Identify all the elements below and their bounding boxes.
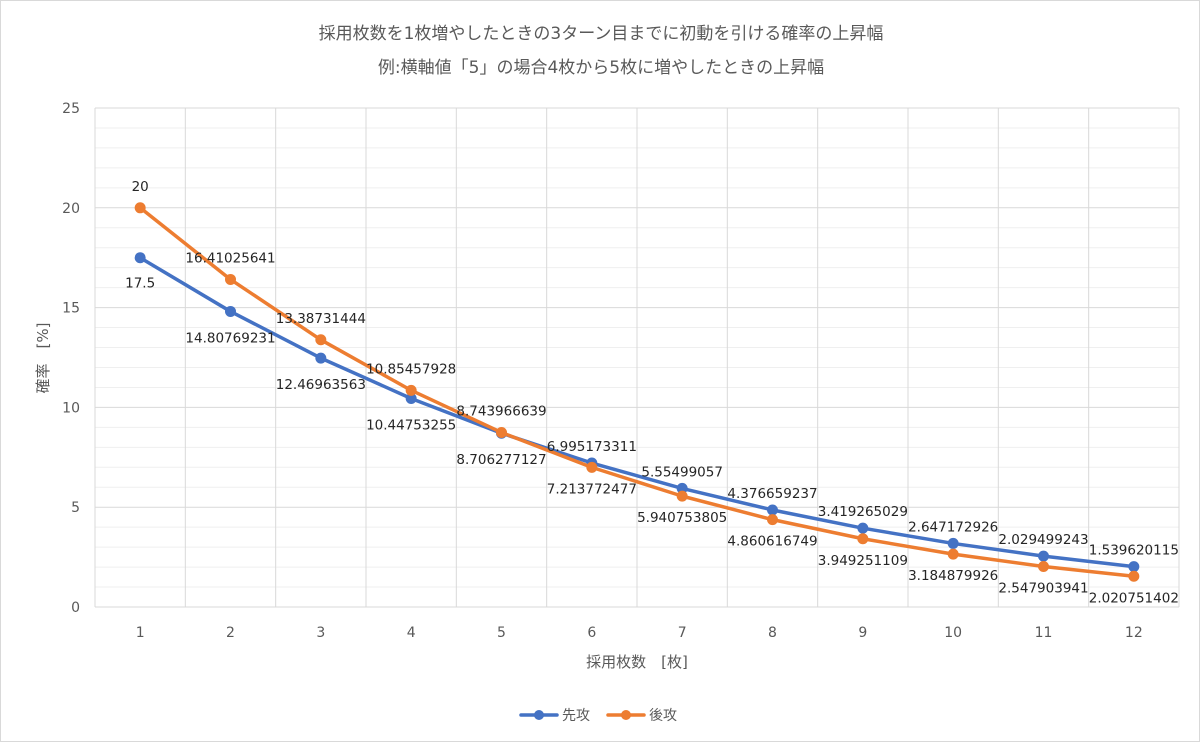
data-point (1128, 570, 1140, 582)
series-first (134, 252, 1140, 573)
data-point (315, 352, 327, 364)
y-tick-label: 15 (62, 301, 80, 317)
legend-item: 先攻 (519, 708, 590, 724)
data-label: 3.184879926 (908, 568, 998, 584)
x-tick-label: 7 (678, 625, 687, 641)
gridlines (94, 107, 1180, 608)
x-tick-label: 5 (497, 625, 506, 641)
x-tick-label: 1 (136, 625, 145, 641)
y-tick-label: 20 (62, 201, 80, 217)
x-tick-label: 12 (1125, 625, 1143, 641)
data-label: 10.85457928 (366, 361, 456, 377)
x-tick-label: 10 (944, 625, 962, 641)
data-label: 10.44753255 (366, 417, 456, 433)
series-line (138, 206, 1136, 579)
data-label: 2.647172926 (908, 519, 998, 535)
x-tick-label: 11 (1035, 625, 1053, 641)
chart-title: 採用枚数を1枚増やしたときの3ターン目までに初動を引ける確率の上昇幅 (319, 24, 884, 44)
data-point (857, 522, 869, 534)
x-tick-label: 8 (768, 625, 777, 641)
x-axis-title: 採用枚数 [枚] (586, 653, 688, 671)
data-point (134, 202, 146, 214)
data-label: 2.547903941 (998, 580, 1088, 596)
data-label: 7.213772477 (547, 481, 637, 497)
data-point (767, 504, 778, 516)
data-label: 5.940753805 (637, 510, 727, 526)
data-labels: 17.514.8076923112.4696356310.447532558.7… (125, 179, 1179, 606)
x-tick-label: 3 (316, 625, 325, 641)
data-point (947, 537, 959, 549)
data-point (1128, 561, 1140, 573)
data-point (857, 533, 869, 545)
data-point (405, 384, 417, 396)
y-tick-label: 0 (71, 600, 80, 616)
y-tick-label: 5 (71, 500, 80, 516)
legend: 先攻 後攻 (519, 708, 677, 724)
data-point (676, 490, 688, 502)
data-label: 12.46963563 (276, 377, 366, 393)
data-point (225, 305, 236, 317)
data-label: 3.949251109 (818, 553, 908, 569)
series-lines (134, 202, 1140, 582)
legend-swatch-marker (534, 710, 544, 720)
data-label: 5.55499057 (641, 464, 723, 480)
series-second (134, 202, 1140, 582)
data-label: 4.376659237 (727, 486, 817, 502)
x-tick-label: 4 (407, 625, 416, 641)
y-tick-label: 10 (62, 400, 80, 416)
data-point (947, 548, 959, 560)
data-label: 8.743966639 (456, 403, 546, 419)
data-point (767, 514, 778, 526)
data-point (1038, 560, 1049, 572)
data-label: 1.539620115 (1089, 543, 1179, 559)
legend-swatch-marker (621, 710, 631, 720)
y-axis-title: 確率 [%] (34, 323, 52, 394)
data-label: 2.020751402 (1089, 590, 1179, 606)
x-tick-label: 2 (226, 625, 235, 641)
data-label: 17.5 (125, 276, 155, 292)
data-label: 6.995173311 (547, 439, 637, 455)
data-label: 4.860616749 (727, 534, 817, 550)
data-label: 16.41025641 (185, 250, 275, 266)
data-point (315, 334, 327, 346)
data-label: 3.419265029 (818, 504, 908, 520)
series-line (138, 255, 1136, 569)
data-point (225, 273, 236, 285)
data-point (496, 426, 507, 438)
legend-label: 後攻 (649, 708, 677, 724)
y-tick-label: 25 (62, 101, 80, 117)
data-point (586, 461, 598, 473)
data-label: 8.706277127 (456, 452, 546, 468)
data-point (134, 252, 146, 264)
chart-subtitle: 例:横軸値「5」の場合4枚から5枚に増やしたときの上昇幅 (378, 58, 824, 78)
x-tick-label: 6 (587, 625, 596, 641)
data-label: 2.029499243 (998, 532, 1088, 548)
data-label: 20 (132, 179, 149, 195)
x-tick-label: 9 (858, 625, 867, 641)
legend-item: 後攻 (606, 708, 677, 724)
legend-label: 先攻 (562, 708, 590, 724)
data-point (1038, 550, 1049, 562)
data-label: 13.38731444 (276, 311, 366, 327)
data-label: 14.80769231 (185, 330, 275, 346)
